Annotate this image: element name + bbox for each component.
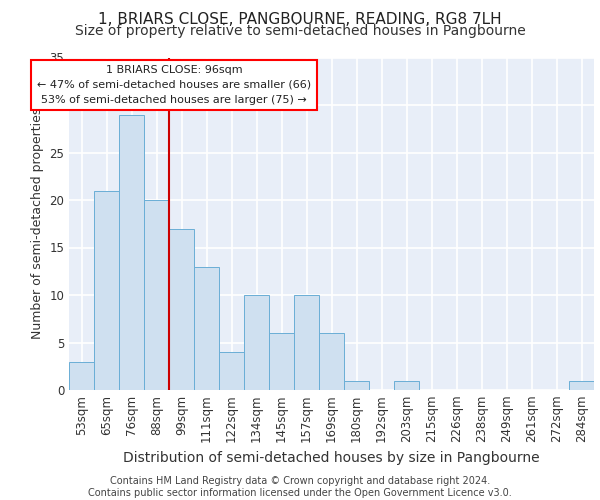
Text: Size of property relative to semi-detached houses in Pangbourne: Size of property relative to semi-detach… [74,24,526,38]
Bar [319,333,344,390]
X-axis label: Distribution of semi-detached houses by size in Pangbourne: Distribution of semi-detached houses by … [123,451,540,465]
Bar [144,200,169,390]
Bar [244,295,269,390]
Text: 1, BRIARS CLOSE, PANGBOURNE, READING, RG8 7LH: 1, BRIARS CLOSE, PANGBOURNE, READING, RG… [98,12,502,28]
Bar [344,380,369,390]
Y-axis label: Number of semi-detached properties: Number of semi-detached properties [31,108,44,340]
Bar [294,295,319,390]
Bar [94,190,119,390]
Text: 1 BRIARS CLOSE: 96sqm
← 47% of semi-detached houses are smaller (66)
53% of semi: 1 BRIARS CLOSE: 96sqm ← 47% of semi-deta… [37,65,311,104]
Bar [69,362,94,390]
Bar [169,228,194,390]
Bar [394,380,419,390]
Bar [269,333,294,390]
Bar [194,266,219,390]
Bar [219,352,244,390]
Bar [569,380,594,390]
Bar [119,114,144,390]
Text: Contains HM Land Registry data © Crown copyright and database right 2024.
Contai: Contains HM Land Registry data © Crown c… [88,476,512,498]
